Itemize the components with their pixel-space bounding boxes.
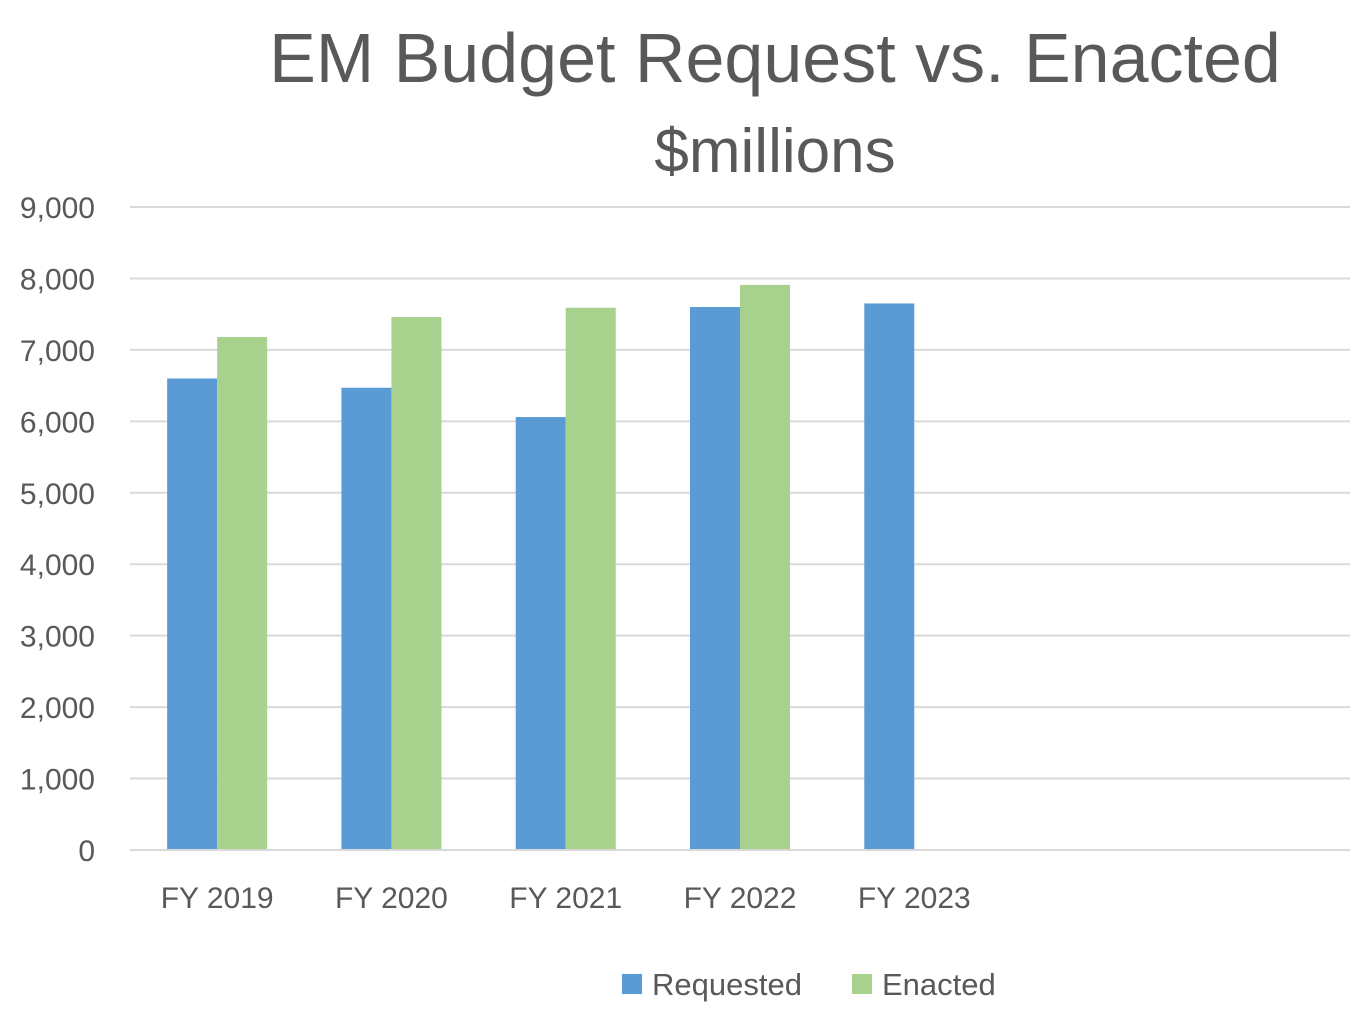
bar-enacted-4: [740, 284, 790, 850]
legend-label-requested: Requested: [652, 967, 802, 1002]
bar-requested-3: [515, 417, 566, 850]
y-tick-label: 8,000: [20, 263, 95, 296]
bar-requested-4: [690, 307, 740, 850]
chart-title: EM Budget Request vs. Enacted: [269, 19, 1281, 97]
legend-label-enacted: Enacted: [882, 967, 996, 1002]
bar-enacted-2: [391, 317, 442, 851]
x-tick-label: FY 2021: [509, 882, 622, 915]
y-tick-label: 2,000: [20, 692, 95, 725]
y-axis-tick-labels: 0 1,000 2,000 3,000 4,000 5,000 6,000 7,000 8,00…: [20, 192, 95, 868]
bar-enacted-3: [565, 307, 616, 850]
x-axis-tick-labels: FY 2019 FY 2020 FY 2021 FY 2022 FY 2023: [161, 882, 971, 915]
legend-swatch-requested: [622, 974, 642, 994]
x-tick-label: FY 2023: [858, 882, 971, 915]
y-tick-label: 3,000: [20, 621, 95, 654]
y-tick-label: 6,000: [20, 406, 95, 439]
x-tick-label: FY 2020: [335, 882, 448, 915]
x-tick-label: FY 2019: [161, 882, 274, 915]
chart-subtitle: $millions: [654, 117, 895, 186]
y-tick-label: 0: [78, 835, 95, 868]
bar-enacted-1: [217, 337, 268, 850]
legend: Requested Enacted: [622, 967, 996, 1002]
bar-requested-1: [167, 378, 218, 850]
legend-swatch-enacted: [852, 974, 872, 994]
bar-requested-2: [341, 387, 392, 850]
y-tick-label: 1,000: [20, 764, 95, 797]
y-tick-label: 9,000: [20, 192, 95, 225]
y-tick-label: 5,000: [20, 478, 95, 511]
y-tick-label: 7,000: [20, 335, 95, 368]
y-tick-label: 4,000: [20, 549, 95, 582]
bar-requested-5: [864, 303, 915, 850]
x-tick-label: FY 2022: [684, 882, 797, 915]
bars: [167, 284, 915, 851]
